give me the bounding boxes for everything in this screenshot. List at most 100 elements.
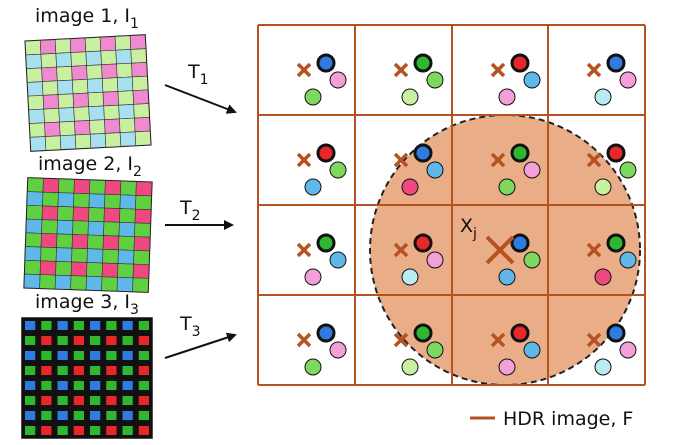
sample xyxy=(401,358,419,376)
mosaic-cell xyxy=(25,381,36,390)
samples xyxy=(296,53,637,376)
mosaic-cell xyxy=(138,321,149,330)
mosaic-cell xyxy=(41,66,58,82)
cross xyxy=(586,242,602,258)
mosaic-cell xyxy=(101,276,118,292)
mosaic-cell xyxy=(24,246,42,262)
mosaic-cell xyxy=(72,206,90,222)
sample xyxy=(498,268,516,286)
mosaic-cell xyxy=(25,232,42,248)
mosaic-cell xyxy=(27,81,44,97)
sample xyxy=(329,161,347,179)
mosaic-cell xyxy=(122,321,133,330)
arrow xyxy=(164,84,237,114)
mosaic-cell xyxy=(102,248,119,264)
mosaic-cell xyxy=(57,396,68,405)
mosaic-cell xyxy=(132,277,149,293)
image-label: image 1, I1 xyxy=(35,5,139,32)
mosaic-cell xyxy=(90,321,101,330)
mosaic-cell xyxy=(57,206,74,222)
sample xyxy=(619,161,637,179)
mosaic-cell xyxy=(57,93,75,109)
transform-label: T2 xyxy=(179,197,201,224)
sample xyxy=(594,178,612,196)
mosaic-cell xyxy=(74,120,91,136)
sample-center xyxy=(510,53,530,73)
mosaic-cell xyxy=(101,77,119,93)
image-label: image 3, I3 xyxy=(35,291,139,318)
legend-label: HDR image, F xyxy=(503,408,633,430)
sample-center xyxy=(413,53,433,73)
mosaic-cell xyxy=(85,275,103,291)
hdr-grid xyxy=(257,24,646,386)
mosaic-cell xyxy=(134,222,151,238)
mosaic-cell xyxy=(25,218,43,234)
cross xyxy=(393,242,409,258)
sample-center xyxy=(606,323,626,343)
mosaic-cell xyxy=(87,91,105,108)
mosaic-cell xyxy=(71,65,88,81)
mosaic-cell xyxy=(25,411,36,420)
mosaic-cell xyxy=(73,351,84,360)
mosaic-cell xyxy=(41,205,59,221)
mosaic-cell xyxy=(129,34,147,50)
mosaic-cell xyxy=(104,194,121,209)
mosaic-cell xyxy=(90,381,101,390)
sample xyxy=(619,251,637,269)
mosaic-cell xyxy=(44,135,62,151)
mosaic-cell xyxy=(55,261,72,276)
mosaic-cell xyxy=(90,336,101,345)
mosaic-cell xyxy=(89,119,106,135)
mosaic-cell xyxy=(43,107,60,124)
mosaic-cell xyxy=(56,219,74,235)
mosaic-cell xyxy=(106,396,117,405)
mosaic-cell xyxy=(70,261,88,277)
mosaic-cell xyxy=(138,426,149,435)
cross xyxy=(296,242,312,258)
mosaic-cell xyxy=(133,236,151,252)
sample xyxy=(329,71,347,89)
sample xyxy=(619,71,637,89)
mosaic-cell xyxy=(88,105,105,121)
mosaic-cell xyxy=(115,49,132,65)
cross xyxy=(485,235,515,265)
mosaic-cell xyxy=(104,180,122,196)
mosaic-cell xyxy=(86,78,104,94)
mosaic-cell xyxy=(122,351,133,360)
mosaic-cell xyxy=(59,134,77,150)
mosaic xyxy=(21,317,153,439)
mosaic-cell xyxy=(106,336,117,345)
cross xyxy=(296,62,312,78)
mosaic-cell xyxy=(39,260,57,276)
mosaic-cell xyxy=(39,39,57,55)
mosaic-cell xyxy=(84,36,102,53)
sample-center xyxy=(606,143,626,163)
mosaic-cell xyxy=(103,104,120,120)
mosaic-cell xyxy=(90,366,101,375)
mosaic-cell xyxy=(116,276,134,292)
mosaic-cell xyxy=(56,233,73,249)
sample xyxy=(498,88,516,106)
mosaic-cell xyxy=(88,207,105,223)
mosaic-cell xyxy=(101,63,118,79)
sample-center xyxy=(510,143,530,163)
center-label: Xj xyxy=(460,215,477,242)
mosaic-cell xyxy=(41,219,58,235)
mosaic-cell xyxy=(28,108,45,124)
mosaic-cell xyxy=(42,80,59,96)
sample xyxy=(304,88,322,106)
mosaic-cell xyxy=(25,321,36,330)
mosaic-cell xyxy=(26,67,43,83)
mosaic-cell xyxy=(57,351,68,360)
mosaic-cell xyxy=(119,117,136,133)
sample-center xyxy=(606,233,626,253)
sample xyxy=(523,341,541,359)
mosaic-cell xyxy=(85,50,102,66)
mosaic-cell xyxy=(55,52,72,68)
mosaic-cell xyxy=(54,274,72,290)
mosaic-cell xyxy=(106,351,117,360)
mosaic-cell xyxy=(99,36,117,52)
mosaic-cell xyxy=(87,234,104,250)
